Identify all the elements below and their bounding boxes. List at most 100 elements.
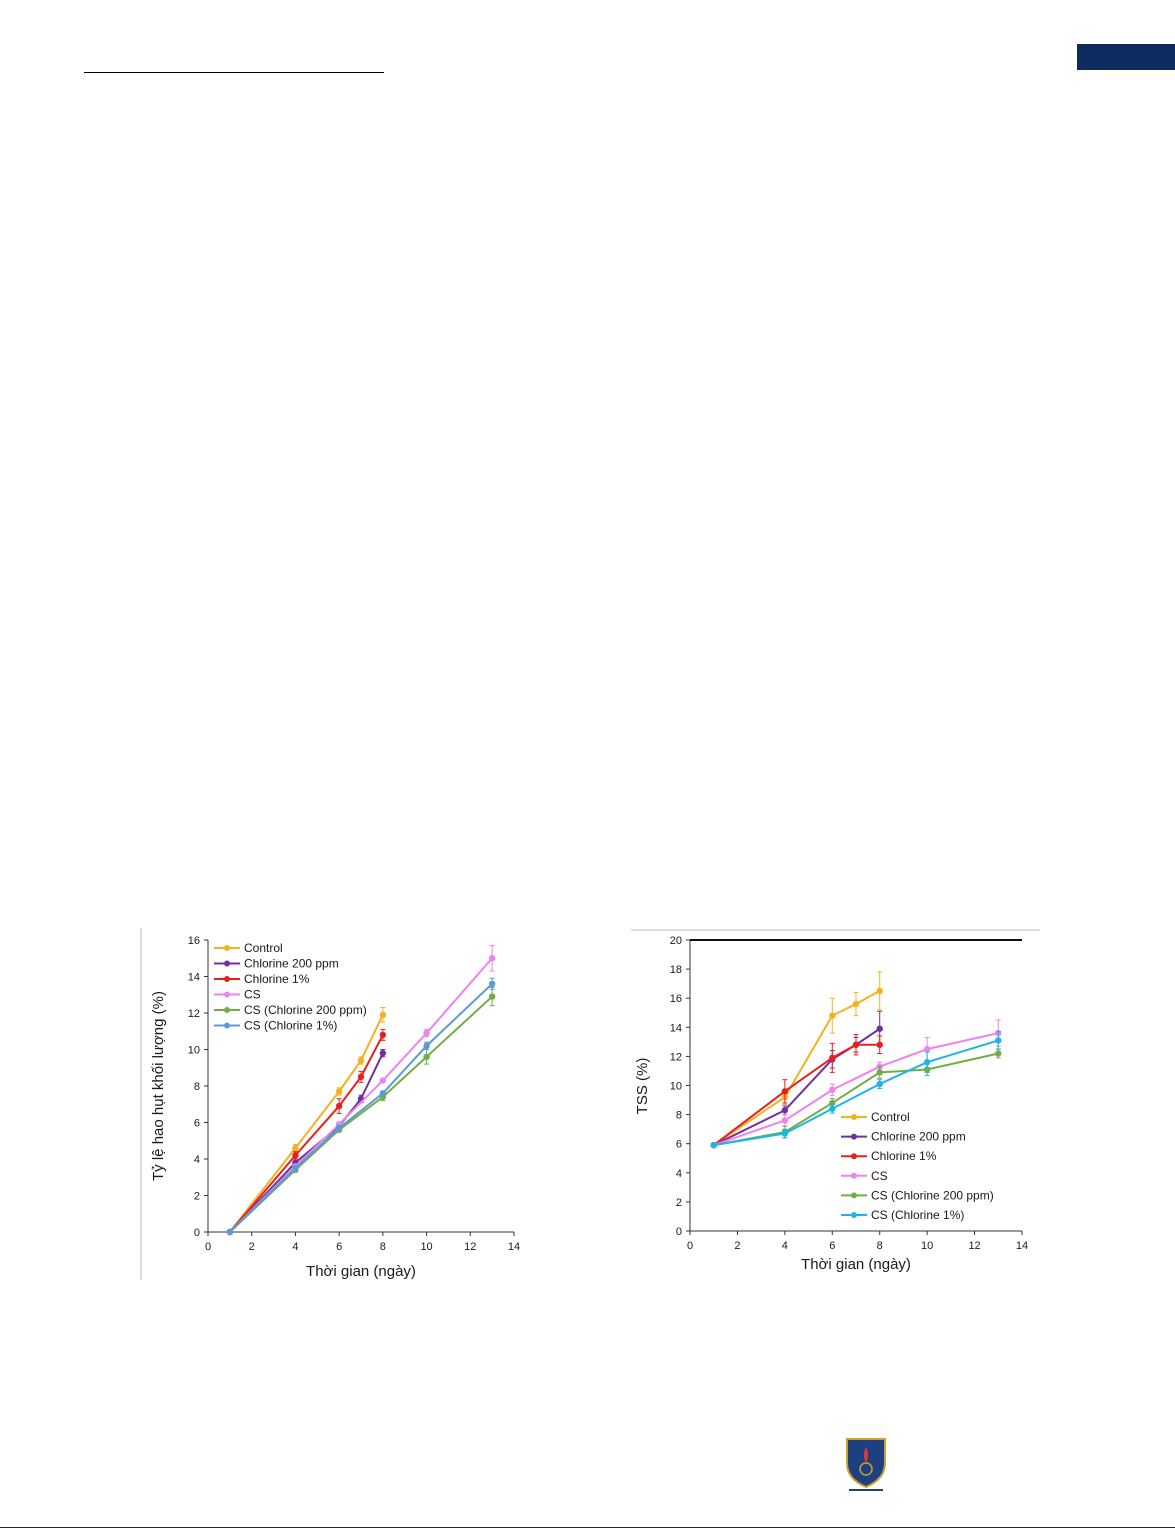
legend-label: CS (Chlorine 200 ppm) [871, 1188, 994, 1202]
y-tick-label: 20 [670, 935, 682, 947]
data-point [357, 1073, 365, 1081]
data-point [923, 1059, 931, 1066]
data-point [829, 1105, 836, 1112]
x-tick-label: 8 [380, 1241, 386, 1253]
data-point [379, 1011, 387, 1019]
x-axis-label: Thời gian (ngày) [306, 1263, 416, 1280]
legend-label: Chlorine 1% [871, 1149, 937, 1163]
y-tick-label: 0 [194, 1227, 200, 1239]
y-tick-label: 8 [676, 1110, 682, 1122]
data-point [710, 1141, 717, 1149]
series-line [713, 1039, 999, 1147]
x-tick-label: 12 [968, 1240, 980, 1252]
series-line [713, 1052, 999, 1147]
data-point [335, 1124, 343, 1132]
series-3 [226, 944, 496, 1236]
y-tick-label: 16 [670, 993, 682, 1005]
data-point [995, 1050, 1002, 1057]
page-corner-tab [1077, 44, 1175, 70]
series-line [713, 1043, 880, 1146]
data-point [829, 1054, 836, 1062]
y-tick-label: 16 [188, 935, 200, 947]
axes [689, 939, 1022, 1232]
legend-item: Chlorine 1% [214, 972, 310, 986]
data-point [876, 1080, 883, 1088]
legend-label: CS [871, 1169, 888, 1183]
data-point [335, 1102, 343, 1110]
y-axis-label: Tỷ lệ hao hụt khối lượng (%) [150, 991, 167, 1181]
y-tick-label: 18 [670, 964, 682, 976]
legend-item: Chlorine 200 ppm [214, 957, 339, 971]
legend-label: CS (Chlorine 1%) [871, 1208, 964, 1222]
x-tick-label: 6 [829, 1240, 835, 1252]
data-point [876, 1025, 883, 1032]
data-point [781, 1130, 789, 1137]
data-point [876, 1041, 883, 1048]
legend-label: CS (Chlorine 200 ppm) [244, 1003, 367, 1017]
y-tick-label: 6 [676, 1139, 682, 1151]
x-tick-label: 8 [877, 1240, 883, 1252]
x-tick-label: 6 [336, 1241, 342, 1253]
legend-item: Chlorine 1% [841, 1149, 937, 1163]
data-point [335, 1088, 343, 1095]
y-tick-label: 12 [188, 1008, 200, 1020]
data-point [292, 1164, 299, 1172]
series-line [229, 995, 493, 1233]
data-point [423, 1042, 430, 1050]
x-tick-label: 4 [292, 1241, 298, 1253]
y-tick-label: 2 [676, 1197, 682, 1209]
legend-item: CS (Chlorine 1%) [214, 1019, 337, 1033]
y-tick-label: 6 [194, 1118, 200, 1130]
x-tick-label: 10 [420, 1241, 432, 1253]
y-tick-label: 14 [188, 972, 200, 984]
data-point [852, 1041, 860, 1048]
data-point [292, 1152, 299, 1159]
series-line [713, 1032, 999, 1147]
legend-label: CS (Chlorine 1%) [244, 1019, 337, 1033]
data-point [379, 1049, 387, 1057]
footer-rule [0, 1527, 1175, 1528]
y-tick-label: 4 [194, 1154, 200, 1166]
university-logo-icon [846, 1438, 886, 1491]
legend-item: CS [214, 988, 261, 1002]
data-point [876, 1069, 883, 1076]
data-point [781, 1117, 789, 1124]
legend-item: CS (Chlorine 200 ppm) [214, 1003, 367, 1017]
legend-label: Control [871, 1110, 910, 1124]
x-tick-label: 0 [205, 1241, 211, 1253]
data-point [852, 1000, 860, 1008]
series-line [229, 957, 493, 1233]
y-tick-label: 14 [670, 1022, 682, 1034]
x-tick-label: 4 [782, 1240, 788, 1252]
series-line [713, 990, 881, 1146]
data-point [488, 993, 496, 1000]
data-point [357, 1057, 365, 1064]
x-axis-label: Thời gian (ngày) [801, 1256, 911, 1273]
x-tick-label: 2 [249, 1241, 255, 1253]
legend-label: Control [244, 941, 283, 955]
y-tick-label: 0 [676, 1226, 682, 1238]
series-line [229, 983, 493, 1233]
legend-item: CS [841, 1169, 888, 1183]
x-tick-label: 10 [921, 1240, 933, 1252]
legend-item: CS (Chlorine 1%) [841, 1208, 964, 1222]
data-point [423, 1053, 430, 1061]
data-point [488, 955, 496, 962]
data-point [923, 1045, 931, 1053]
x-tick-label: 14 [508, 1241, 520, 1253]
data-point [488, 980, 496, 987]
legend-label: Chlorine 200 ppm [244, 957, 339, 971]
x-tick-label: 0 [687, 1240, 693, 1252]
data-point [829, 1012, 836, 1019]
series-0 [710, 971, 883, 1149]
data-point [781, 1088, 789, 1095]
data-point [423, 1029, 430, 1037]
legend-label: Chlorine 1% [244, 972, 310, 986]
data-point [379, 1090, 387, 1097]
x-tick-label: 12 [464, 1241, 476, 1253]
data-point [995, 1037, 1002, 1044]
series-5 [710, 1031, 1002, 1149]
legend-item: Control [214, 941, 283, 955]
